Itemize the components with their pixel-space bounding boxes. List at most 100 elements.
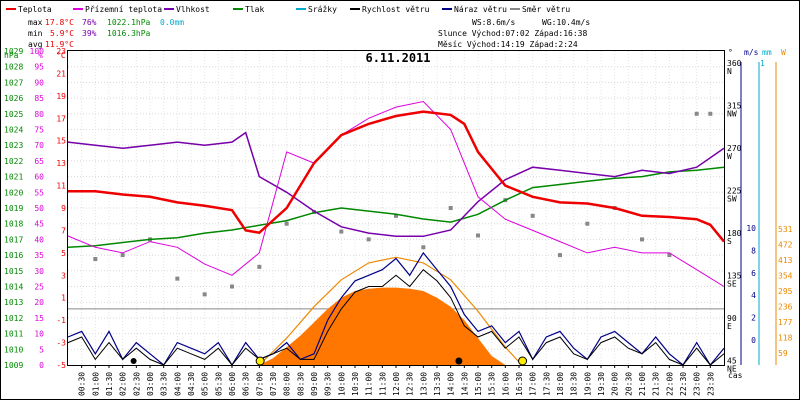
direction-tick: 180 — [727, 229, 742, 238]
time-tick: 12:00 — [392, 372, 401, 396]
time-tick: 07:30 — [269, 372, 278, 396]
pressure-tick: 1029 — [4, 47, 23, 56]
pressure-tick: 1024 — [4, 126, 23, 135]
time-tick: 02:30 — [132, 372, 141, 396]
time-tick: 10:00 — [337, 372, 346, 396]
humidity-tick: 55 — [34, 188, 44, 197]
humidity-tick: 40 — [34, 235, 44, 244]
time-tick: 13:30 — [433, 372, 442, 396]
solar-theoretical-line — [258, 256, 523, 366]
wind-tick: 4 — [751, 291, 756, 300]
solar-tick: 236 — [778, 303, 793, 312]
temp-tick: -1 — [56, 316, 66, 325]
pressure-tick: 1028 — [4, 63, 23, 72]
humidity-tick: 65 — [34, 157, 44, 166]
pressure-tick: 1025 — [4, 110, 23, 119]
temp-tick: 15 — [56, 137, 66, 146]
pressure-tick: 1017 — [4, 235, 23, 244]
time-tick: 18:30 — [570, 372, 579, 396]
humidity-tick: 85 — [34, 94, 44, 103]
wind-tick: 6 — [751, 269, 756, 278]
legend-label: Přízemní teplota — [85, 5, 162, 14]
wind-direction-dot — [93, 257, 98, 262]
direction-tick-label: N — [727, 67, 732, 76]
solar-tick: 295 — [778, 287, 793, 296]
moonset-marker — [130, 358, 137, 364]
legend: Teplota Přízemní teplota Vlhkost Tlak Srážky… — [6, 5, 570, 14]
stats-max-label: max — [28, 18, 43, 27]
stats-block: max 17.8°C 76% 1022.1hPa 0.0mm min 5.9°C… — [28, 18, 590, 49]
wind-direction-dot — [120, 253, 125, 258]
pressure-tick: 1015 — [4, 267, 23, 276]
pressure-tick: 1027 — [4, 78, 23, 87]
pressure-tick: 1009 — [4, 361, 23, 370]
temp-tick: 3 — [61, 271, 66, 280]
time-tick: 08:30 — [296, 372, 305, 396]
direction-tick: 90 — [727, 314, 737, 323]
time-tick: 17:00 — [529, 372, 538, 396]
humidity-tick: 5 — [39, 345, 44, 354]
time-tick: 09:30 — [324, 372, 333, 396]
direction-tick-label: SW — [727, 195, 737, 204]
humidity-tick: 15 — [34, 314, 44, 323]
humidity-tick: 100 — [30, 47, 45, 56]
time-tick: 03:00 — [146, 372, 155, 396]
temp-tick: 17 — [56, 114, 66, 123]
temperature-line — [68, 110, 725, 243]
direction-tick: 225 — [727, 187, 742, 196]
humidity-tick: 70 — [34, 141, 44, 150]
time-tick: 01:00 — [91, 372, 100, 396]
time-tick: 21:00 — [638, 372, 647, 396]
direction-tick: 45 — [727, 357, 737, 366]
humidity-tick: 80 — [34, 110, 44, 119]
direction-tick-label: S — [727, 237, 732, 246]
sunset-marker — [518, 356, 528, 366]
wind-tick: 8 — [751, 246, 756, 255]
legend-label: Vlhkost — [176, 5, 210, 14]
humidity-tick: 95 — [34, 63, 44, 72]
wind-direction-dot — [366, 237, 371, 242]
direction-tick-label: NE — [727, 365, 737, 374]
direction-tick: 315 — [727, 102, 742, 111]
wind-tick: 2 — [751, 314, 756, 323]
ground-temp-line — [67, 100, 725, 287]
pressure-line — [67, 166, 725, 249]
humidity-tick: 90 — [34, 78, 44, 87]
time-tick: 21:30 — [652, 372, 661, 396]
direction-tick-label: NW — [727, 110, 737, 119]
time-tick: 18:00 — [556, 372, 565, 396]
humidity-tick: 35 — [34, 251, 44, 260]
time-tick: 11:00 — [365, 372, 374, 396]
wind-tick: 0 — [751, 336, 756, 345]
humidity-tick: 30 — [34, 267, 44, 276]
time-tick: 01:30 — [105, 372, 114, 396]
stats-avg-temp: 11.9°C — [45, 40, 74, 49]
stats-moon: Měsíc Východ:14:19 Západ:2:24 — [438, 40, 578, 49]
time-tick: 16:30 — [515, 372, 524, 396]
legend-label: Směr větru — [522, 5, 570, 14]
time-tick: 09:00 — [310, 372, 319, 396]
temp-tick: 13 — [56, 159, 66, 168]
pressure-tick: 1022 — [4, 157, 23, 166]
solar-tick: 118 — [778, 334, 793, 343]
humidity-line — [67, 131, 725, 238]
wind-direction-dot — [257, 264, 262, 269]
direction-tick: 360 — [727, 59, 742, 68]
time-tick: 20:00 — [611, 372, 620, 396]
time-unit: čas — [728, 370, 743, 380]
wind-direction-dot — [448, 206, 453, 210]
wm2-unit: W — [781, 48, 786, 57]
time-tick: 15:30 — [488, 372, 497, 396]
wind-direction-dot — [708, 111, 713, 116]
wind-gust-line — [67, 251, 725, 367]
temp-tick: 21 — [56, 69, 66, 78]
moonrise-marker — [455, 357, 463, 365]
stats-max-rain: 0.0mm — [160, 18, 184, 27]
time-tick: 19:30 — [597, 372, 606, 396]
stats-min-label: min — [28, 29, 43, 38]
solar-tick: 354 — [778, 272, 793, 281]
time-tick: 02:00 — [119, 372, 128, 396]
pressure-tick: 1019 — [4, 204, 23, 213]
temp-tick: 7 — [61, 226, 66, 235]
